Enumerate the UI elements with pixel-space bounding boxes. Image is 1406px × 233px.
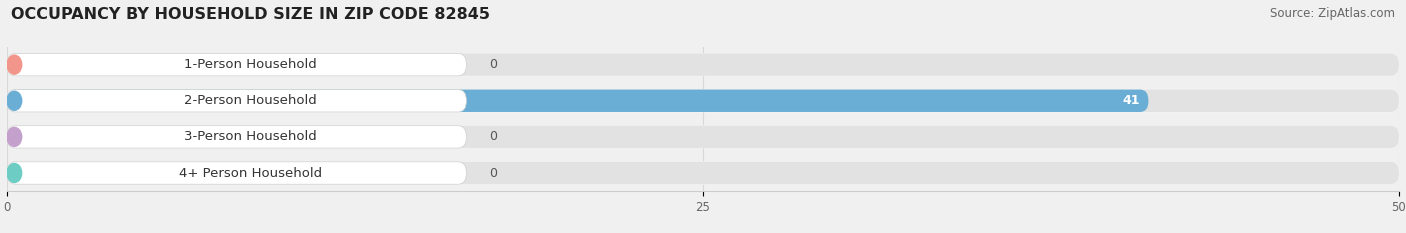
FancyBboxPatch shape bbox=[7, 89, 467, 112]
FancyBboxPatch shape bbox=[7, 126, 467, 148]
Text: OCCUPANCY BY HOUSEHOLD SIZE IN ZIP CODE 82845: OCCUPANCY BY HOUSEHOLD SIZE IN ZIP CODE … bbox=[11, 7, 491, 22]
Text: Source: ZipAtlas.com: Source: ZipAtlas.com bbox=[1270, 7, 1395, 20]
Text: 0: 0 bbox=[489, 58, 496, 71]
FancyBboxPatch shape bbox=[7, 126, 1399, 148]
Text: 4+ Person Household: 4+ Person Household bbox=[179, 167, 322, 179]
FancyBboxPatch shape bbox=[7, 89, 1399, 112]
Text: 3-Person Household: 3-Person Household bbox=[184, 130, 316, 143]
FancyBboxPatch shape bbox=[7, 125, 1399, 148]
FancyBboxPatch shape bbox=[7, 53, 1399, 76]
Text: 2-Person Household: 2-Person Household bbox=[184, 94, 316, 107]
Text: 0: 0 bbox=[489, 130, 496, 143]
FancyBboxPatch shape bbox=[7, 89, 1399, 112]
FancyBboxPatch shape bbox=[7, 161, 1399, 185]
FancyBboxPatch shape bbox=[7, 53, 467, 76]
FancyBboxPatch shape bbox=[7, 89, 1149, 112]
FancyBboxPatch shape bbox=[7, 53, 1399, 76]
Circle shape bbox=[7, 55, 21, 74]
Text: 41: 41 bbox=[1122, 94, 1140, 107]
Text: 0: 0 bbox=[489, 167, 496, 179]
FancyBboxPatch shape bbox=[7, 162, 1399, 184]
Circle shape bbox=[7, 91, 21, 110]
FancyBboxPatch shape bbox=[7, 162, 467, 184]
Circle shape bbox=[7, 164, 21, 182]
Text: 1-Person Household: 1-Person Household bbox=[184, 58, 316, 71]
Circle shape bbox=[7, 127, 21, 146]
